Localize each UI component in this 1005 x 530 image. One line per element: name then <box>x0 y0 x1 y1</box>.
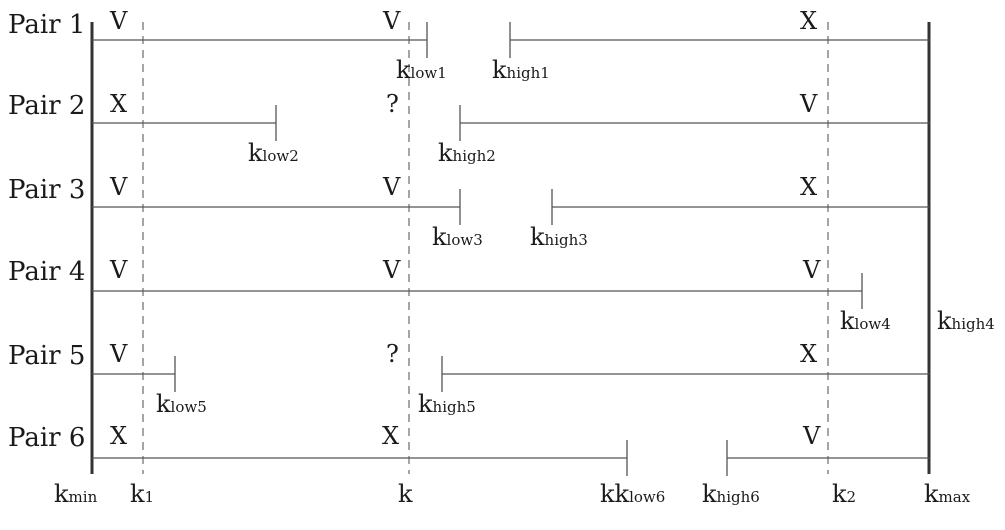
pair-3-mark-mid: V <box>382 173 401 201</box>
pair-5-mark-left: V <box>109 340 128 368</box>
pair-6-k-high-label: khigh6 <box>702 480 760 508</box>
pair-6-k-low-label: kklow6 <box>600 480 665 508</box>
pair-3-mark-left: V <box>109 173 128 201</box>
axis-label-k2: k2 <box>832 480 856 508</box>
pair-4-k-low-label: klow4 <box>840 307 891 335</box>
pair-3-label: Pair 3 <box>8 175 85 205</box>
pair-6-row: Pair 6 X X V <box>8 422 929 476</box>
pair-5-k-high-label: khigh5 <box>418 390 476 418</box>
pair-4-k-high-label: khigh4 <box>937 307 995 335</box>
pair-2-row: Pair 2 X ? V klow2 khigh2 <box>8 90 929 167</box>
pair-2-k-high-label: khigh2 <box>438 139 496 167</box>
axis-label-k1: k1 <box>130 480 154 508</box>
pair-6-mark-mid: X <box>382 422 399 450</box>
pair-5-row: Pair 5 V ? X klow5 khigh5 <box>8 340 929 418</box>
pair-5-label: Pair 5 <box>8 341 85 371</box>
pair-1-k-low-label: klow1 <box>396 56 447 84</box>
pair-3-row: Pair 3 V V X klow3 khigh3 <box>8 173 929 251</box>
pair-1-mark-right: X <box>800 7 817 35</box>
axis-label-kmax: kmax <box>924 480 971 508</box>
axis-labels: kmin k1 k kklow6 khigh6 k2 kmax <box>54 480 971 508</box>
pair-2-mark-right: V <box>799 90 818 118</box>
pair-6-mark-right: V <box>802 422 821 450</box>
pair-4-row: Pair 4 V V V klow4 khigh4 <box>8 256 995 335</box>
pair-6-mark-left: X <box>110 422 127 450</box>
axis-label-kmin: kmin <box>54 480 98 508</box>
pair-6-label: Pair 6 <box>8 423 85 453</box>
pair-2-mark-mid: ? <box>386 90 399 118</box>
pair-4-mark-left: V <box>109 256 128 284</box>
pair-5-mark-mid: ? <box>386 340 399 368</box>
pair-4-label: Pair 4 <box>8 257 85 287</box>
axis-label-k: k <box>398 480 413 508</box>
pair-5-k-low-label: klow5 <box>156 390 207 418</box>
pair-2-mark-left: X <box>110 90 127 118</box>
pair-3-k-high-label: khigh3 <box>530 223 588 251</box>
pair-5-mark-right: X <box>800 340 817 368</box>
pair-4-mark-right: V <box>802 256 821 284</box>
pair-2-k-low-label: klow2 <box>248 139 299 167</box>
pair-1-k-high-label: khigh1 <box>492 56 550 84</box>
pair-1-mark-left: V <box>109 7 128 35</box>
pair-1-label: Pair 1 <box>8 10 85 40</box>
pair-3-k-low-label: klow3 <box>432 223 483 251</box>
pair-2-label: Pair 2 <box>8 91 85 121</box>
pair-3-mark-right: X <box>800 173 817 201</box>
pair-1-row: Pair 1 V V X klow1 khigh1 <box>8 7 929 84</box>
pair-4-mark-mid: V <box>382 256 401 284</box>
pair-1-mark-mid: V <box>382 7 401 35</box>
